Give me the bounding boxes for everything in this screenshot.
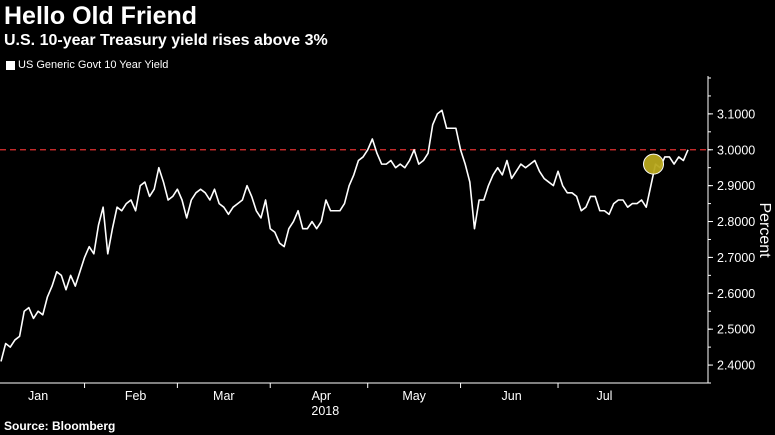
y-tick-label: 2.6000: [717, 287, 755, 301]
legend-swatch-icon: [6, 60, 15, 70]
x-tick-label: Apr: [312, 389, 331, 403]
x-tick-label: Jul: [596, 389, 612, 403]
x-year-label: 2018: [311, 404, 339, 418]
legend: US Generic Govt 10 Year Yield: [6, 59, 168, 71]
x-tick-label: Jun: [502, 389, 522, 403]
source-note: Source: Bloomberg: [4, 419, 116, 433]
y-tick-label: 2.8000: [717, 215, 755, 229]
y-tick-label: 2.4000: [717, 359, 755, 373]
highlight-marker: [643, 153, 665, 175]
highlight-group: [643, 153, 665, 175]
y-axis-label: Percent: [756, 202, 773, 258]
x-tick-label: Mar: [213, 389, 235, 403]
legend-label: US Generic Govt 10 Year Yield: [18, 59, 169, 71]
x-axis: Jan Feb Mar Apr May Jun Jul 2018: [0, 382, 708, 418]
chart-title: Hello Old Friend: [4, 2, 198, 30]
series-group: [0, 109, 689, 362]
y-tick-label: 2.7000: [717, 251, 755, 265]
y-axis: 2.4000 2.5000 2.6000 2.7000 2.8000 2.9000 3.00…: [707, 76, 755, 384]
chart-subtitle: U.S. 10-year Treasury yield rises above …: [4, 32, 328, 49]
y-tick-label: 2.9000: [717, 179, 755, 193]
y-tick-label: 3.1000: [717, 107, 755, 121]
x-tick-label: May: [402, 389, 426, 403]
series-line-us-10y-yield: [0, 109, 689, 362]
y-tick-label: 2.5000: [717, 323, 755, 337]
x-tick-label: Jan: [28, 389, 48, 403]
x-tick-label: Feb: [125, 389, 147, 403]
y-tick-label: 3.0000: [717, 143, 755, 157]
